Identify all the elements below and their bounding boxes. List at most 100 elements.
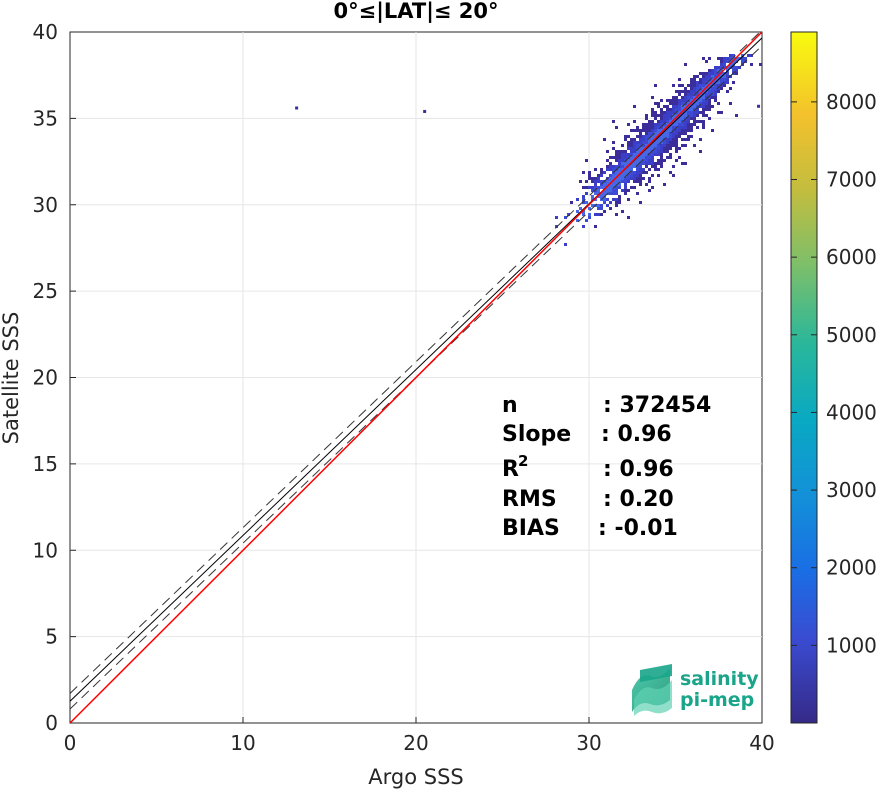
density-cell: [732, 69, 735, 72]
density-cell: [609, 183, 612, 186]
density-cell: [663, 147, 666, 150]
density-cell: [684, 138, 687, 141]
density-cell: [582, 213, 585, 216]
density-cell: [693, 90, 696, 93]
density-cell: [615, 174, 618, 177]
density-cell: [732, 57, 735, 60]
density-cell: [621, 171, 624, 174]
density-cell: [630, 174, 633, 177]
density-cell: [615, 159, 618, 162]
one-to-one-line: [70, 32, 762, 723]
density-cell: [618, 150, 621, 153]
density-cell: [639, 183, 642, 186]
density-cell: [660, 99, 663, 102]
density-cell: [717, 84, 720, 87]
density-cell: [726, 72, 729, 75]
density-cell: [687, 120, 690, 123]
density-cell: [636, 174, 639, 177]
density-cell: [708, 93, 711, 96]
density-cell: [672, 117, 675, 120]
density-cell: [705, 105, 708, 108]
density-cell: [648, 123, 651, 126]
density-cell: [741, 57, 744, 60]
density-cell: [702, 75, 705, 78]
density-cell: [678, 147, 681, 150]
density-cell: [576, 210, 579, 213]
density-cell: [735, 72, 738, 75]
density-cell: [693, 117, 696, 120]
density-cell: [684, 99, 687, 102]
density-cell: [723, 57, 726, 60]
density-cell: [645, 150, 648, 153]
density-cell: [657, 138, 660, 141]
density-cell: [633, 129, 636, 132]
density-cell: [639, 162, 642, 165]
density-cell: [660, 153, 663, 156]
density-cell: [678, 93, 681, 96]
density-cell: [648, 129, 651, 132]
density-cell: [618, 183, 621, 186]
density-cell: [735, 60, 738, 63]
density-cell: [735, 69, 738, 72]
density-cell: [615, 126, 618, 129]
density-cell: [591, 195, 594, 198]
density-cell: [636, 168, 639, 171]
density-cell: [657, 150, 660, 153]
density-cell: [711, 69, 714, 72]
density-cell: [651, 114, 654, 117]
density-cell: [690, 135, 693, 138]
density-cell: [702, 57, 705, 60]
density-cell: [705, 102, 708, 105]
density-cell: [609, 186, 612, 189]
density-cell: [672, 84, 675, 87]
density-cell: [663, 135, 666, 138]
density-cell: [660, 117, 663, 120]
y-tick-label: 5: [45, 625, 58, 649]
logo-text-line2: pi-mep: [680, 689, 754, 711]
density-cell: [591, 177, 594, 180]
density-cell: [639, 138, 642, 141]
density-cell: [645, 159, 648, 162]
density-cell: [654, 150, 657, 153]
density-cell: [702, 108, 705, 111]
density-cell: [714, 84, 717, 87]
x-tick-labels: 0 10 20 30 40: [64, 731, 775, 755]
density-cell: [708, 108, 711, 111]
density-cell: [639, 129, 642, 132]
density-cell: [609, 162, 612, 165]
density-cell: [651, 162, 654, 165]
density-cell: [717, 72, 720, 75]
density-cell: [729, 54, 732, 57]
density-cell: [690, 84, 693, 87]
density-cell: [651, 129, 654, 132]
density-cell: [663, 183, 666, 186]
density-cell: [729, 102, 732, 105]
density-cell: [663, 111, 666, 114]
density-cell: [699, 81, 702, 84]
density-cell: [699, 72, 702, 75]
x-tick-label: 30: [576, 731, 601, 755]
density-cell: [681, 111, 684, 114]
density-cell: [651, 120, 654, 123]
density-cell: [597, 204, 600, 207]
density-cell: [609, 192, 612, 195]
density-cell: [714, 78, 717, 81]
density-cell: [645, 138, 648, 141]
density-cell: [663, 114, 666, 117]
density-cell: [627, 198, 630, 201]
density-cell: [696, 126, 699, 129]
y-tick-label: 20: [33, 366, 58, 390]
density-cell: [711, 90, 714, 93]
density-cell: [597, 186, 600, 189]
density-cell: [639, 141, 642, 144]
density-cell: [681, 162, 684, 165]
density-cell: [711, 81, 714, 84]
density-cell: [693, 114, 696, 117]
density-cell: [708, 78, 711, 81]
density-cell: [636, 177, 639, 180]
density-cell: [675, 159, 678, 162]
density-cell: [693, 120, 696, 123]
density-cell: [690, 93, 693, 96]
density-cell: [654, 135, 657, 138]
density-cell: [636, 153, 639, 156]
